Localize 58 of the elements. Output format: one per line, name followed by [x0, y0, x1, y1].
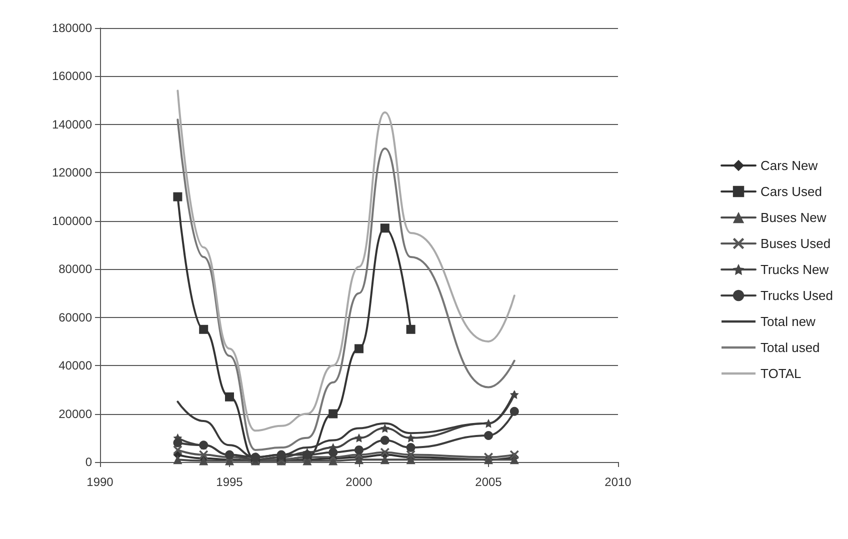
point — [199, 456, 208, 466]
point — [199, 450, 208, 460]
point — [354, 455, 364, 464]
point — [406, 433, 416, 442]
point — [484, 430, 493, 440]
legend-label: Trucks New — [760, 262, 830, 277]
point — [406, 450, 416, 460]
y-tick-label: 20000 — [58, 406, 92, 421]
point — [380, 224, 390, 233]
x-tick-label: 1995 — [216, 475, 244, 489]
y-tick-label: 140000 — [52, 117, 92, 132]
point — [380, 455, 390, 464]
point — [484, 452, 493, 462]
point — [406, 455, 416, 464]
point — [484, 418, 493, 428]
point — [173, 438, 182, 448]
y-tick-label: 160000 — [52, 69, 92, 84]
point — [406, 443, 416, 452]
x-tick-label: 1990 — [86, 475, 114, 489]
legend-label: Buses New — [760, 210, 827, 225]
point — [354, 445, 364, 454]
point — [406, 324, 416, 334]
point — [380, 436, 390, 445]
point — [173, 192, 182, 202]
legend-label: TOTAL — [760, 366, 802, 381]
x-tick-label: 2005 — [475, 475, 502, 489]
x-tick-label: 2000 — [346, 475, 373, 489]
point — [328, 448, 338, 457]
y-tick-label: 100000 — [52, 214, 92, 228]
legend-label: Cars Used — [760, 184, 822, 199]
point — [328, 409, 338, 418]
legend-label: Trucks Used — [760, 288, 834, 303]
point — [276, 450, 286, 460]
y-tick-label: 40000 — [58, 358, 92, 373]
y-tick-label: 0 — [85, 455, 92, 469]
point — [380, 448, 390, 457]
x-tick-label: 2010 — [604, 475, 632, 489]
y-tick-label: 80000 — [58, 262, 92, 276]
legend-label: Total used — [760, 340, 820, 355]
point — [510, 450, 519, 460]
point — [380, 424, 390, 433]
point — [250, 452, 260, 462]
point — [510, 455, 519, 464]
y-tick-label: 180000 — [52, 21, 92, 35]
point — [173, 445, 182, 454]
point — [173, 455, 182, 464]
point — [199, 324, 208, 334]
y-tick-label: 60000 — [58, 310, 92, 324]
y-tick-label: 120000 — [52, 166, 92, 180]
point — [302, 450, 312, 460]
point — [510, 390, 519, 399]
point — [510, 406, 519, 416]
point — [354, 433, 364, 442]
point — [225, 392, 234, 402]
legend-label: Cars New — [760, 158, 818, 173]
legend-label: Buses Used — [760, 236, 831, 251]
point — [354, 344, 364, 354]
legend-label: Total new — [760, 314, 816, 329]
